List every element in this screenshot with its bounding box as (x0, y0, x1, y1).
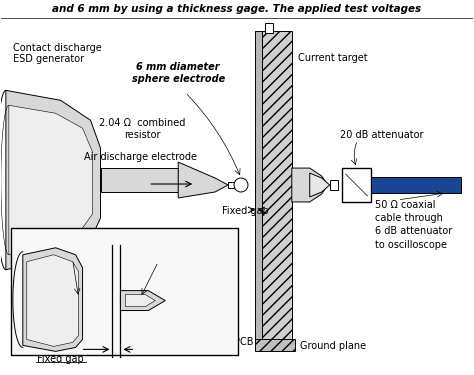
Polygon shape (6, 90, 100, 270)
Text: PCB: PCB (235, 338, 254, 347)
Bar (329, 180, 337, 190)
Polygon shape (178, 162, 228, 198)
Text: 20 dB attenuator: 20 dB attenuator (339, 130, 423, 140)
Text: Contact discharge
ESD generator: Contact discharge ESD generator (13, 42, 101, 64)
Text: 50 Ω coaxial
cable through
6 dB attenuator
to oscilloscope: 50 Ω coaxial cable through 6 dB attenuat… (375, 200, 453, 249)
Polygon shape (310, 173, 329, 197)
Bar (11, 228, 238, 356)
Polygon shape (126, 295, 155, 306)
Bar (265, 22, 273, 33)
Bar (228, 182, 234, 188)
Polygon shape (120, 291, 165, 310)
Text: Ground plane: Ground plane (300, 341, 366, 351)
Text: Air discharge electrode: Air discharge electrode (84, 152, 197, 162)
Text: i: i (167, 170, 170, 180)
Text: Fixed gap: Fixed gap (222, 206, 269, 216)
Text: Fixed gap: Fixed gap (37, 354, 84, 364)
Text: 2.04 Ω  combined
resistor: 2.04 Ω combined resistor (99, 118, 185, 140)
Polygon shape (292, 168, 328, 202)
Bar (372, 177, 461, 193)
Bar (262, 31, 292, 339)
Circle shape (234, 178, 248, 192)
Text: Current target: Current target (298, 53, 367, 63)
Polygon shape (9, 105, 92, 255)
Bar (342, 168, 372, 202)
Text: 8 mm diameter
semi sphere: 8 mm diameter semi sphere (28, 232, 103, 254)
Text: 50 degree
conical
electrode: 50 degree conical electrode (130, 232, 180, 265)
Text: 6 mm diameter
sphere electrode: 6 mm diameter sphere electrode (132, 63, 225, 84)
Bar (255, 31, 262, 339)
Text: and 6 mm by using a thickness gage. The applied test voltages: and 6 mm by using a thickness gage. The … (53, 4, 421, 13)
Bar (100, 168, 178, 192)
Bar (255, 339, 295, 351)
Polygon shape (23, 248, 82, 351)
Polygon shape (27, 255, 79, 346)
